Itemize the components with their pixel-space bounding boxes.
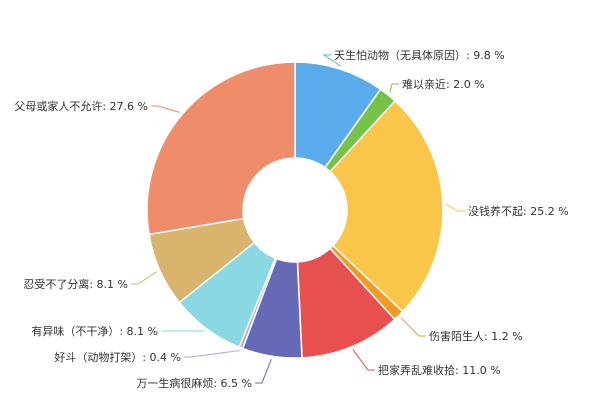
leader-line xyxy=(151,105,180,113)
leader-line xyxy=(352,349,375,371)
slice-label: 好斗（动物打架）: 0.4 % xyxy=(54,350,181,364)
labels-layer: 天生怕动物（无具体原因）: 9.8 % 难以亲近: 2.0 % 没钱养不起: 25.… xyxy=(14,48,568,390)
slice-label: 没钱养不起: 25.2 % xyxy=(468,204,569,218)
slice-label: 父母或家人不允许: 27.6 % xyxy=(14,99,148,113)
leader-line xyxy=(400,317,426,337)
slice-label: 伤害陌生人: 1.2 % xyxy=(429,329,523,343)
leader-line xyxy=(389,83,399,93)
slice-label: 忍受不了分离: 8.1 % xyxy=(23,277,128,291)
pie-slice[interactable] xyxy=(146,61,296,236)
slice-label: 有异味（不干净）: 8.1 % xyxy=(31,324,158,338)
leader-line xyxy=(322,54,342,67)
slice-label: 天生怕动物（无具体原因）: 9.8 % xyxy=(334,48,505,62)
leader-line xyxy=(131,271,158,285)
slice-label: 把家弄乱难收拾: 11.0 % xyxy=(378,363,501,377)
slice-label: 难以亲近: 2.0 % xyxy=(402,77,485,91)
leader-line xyxy=(445,204,465,212)
slices-layer xyxy=(146,61,444,359)
leader-line xyxy=(184,350,240,358)
leader-line xyxy=(255,358,272,384)
slice-label: 万一生病很麻烦: 6.5 % xyxy=(136,376,252,390)
donut-hole xyxy=(243,158,347,262)
